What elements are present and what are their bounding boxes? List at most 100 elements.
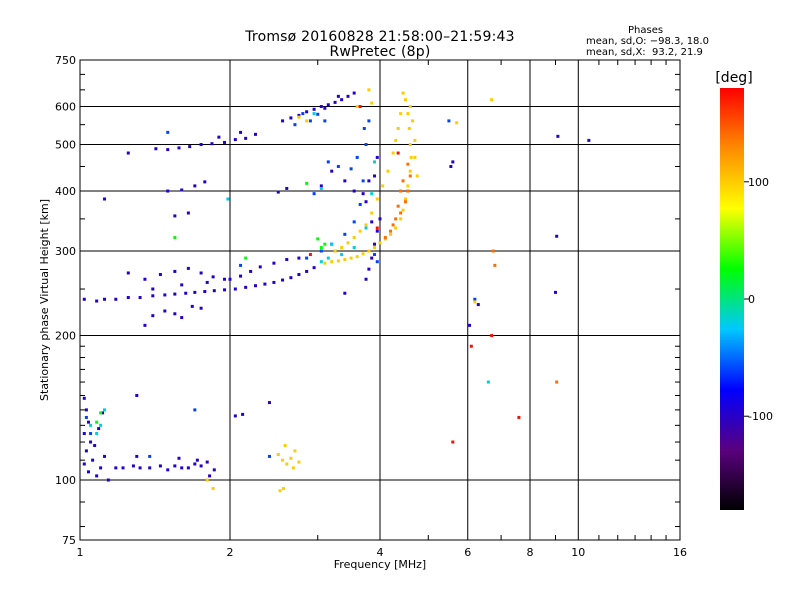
data-point <box>308 119 312 123</box>
data-point <box>126 296 130 300</box>
data-point <box>555 380 559 384</box>
data-point <box>343 232 347 236</box>
colorbar-label: [deg] <box>715 70 752 86</box>
data-point <box>553 290 557 294</box>
data-point <box>126 151 130 155</box>
data-point <box>386 169 390 173</box>
data-point <box>281 278 285 282</box>
data-point <box>346 94 350 98</box>
data-point <box>195 458 199 462</box>
data-point <box>173 269 177 273</box>
data-point <box>180 188 184 192</box>
data-point <box>180 466 184 470</box>
data-point <box>352 91 356 95</box>
data-point <box>239 274 243 278</box>
data-point <box>367 249 371 253</box>
data-point <box>272 261 276 265</box>
chart-title: Tromsø 20160828 21:58:00–21:59:43 <box>245 29 515 45</box>
data-point <box>367 119 371 123</box>
data-point <box>186 211 190 215</box>
data-point <box>326 160 330 164</box>
data-point <box>199 271 203 275</box>
data-point <box>97 427 101 431</box>
data-point <box>411 119 415 123</box>
y-tick-label: 600 <box>55 101 76 114</box>
data-point <box>203 180 207 184</box>
data-point <box>555 234 559 238</box>
data-point <box>95 474 99 478</box>
data-point <box>319 246 323 250</box>
data-point <box>370 211 374 215</box>
data-point <box>82 432 86 436</box>
data-point <box>517 415 521 419</box>
x-tick-label: 10 <box>571 546 585 559</box>
data-point <box>364 226 368 230</box>
data-point <box>135 394 139 398</box>
data-point <box>396 151 400 155</box>
data-point <box>103 197 107 201</box>
data-point <box>263 282 267 286</box>
phase-colorbar: [deg] 100 0 -100 <box>715 70 773 510</box>
data-point <box>323 119 327 123</box>
data-point <box>375 197 379 201</box>
data-point <box>394 138 398 142</box>
data-point <box>352 220 356 224</box>
data-point <box>378 217 382 221</box>
data-point <box>258 265 262 269</box>
data-point <box>389 232 393 236</box>
data-point <box>330 169 334 173</box>
data-point <box>212 468 216 472</box>
data-point <box>82 297 86 301</box>
data-point <box>278 489 282 493</box>
data-point <box>367 88 371 92</box>
data-point <box>451 440 455 444</box>
data-point <box>491 249 495 253</box>
data-point <box>370 256 374 260</box>
data-point <box>316 112 320 116</box>
phase-heading: Phases <box>628 25 664 36</box>
data-point <box>473 300 477 304</box>
data-point <box>223 288 227 292</box>
data-point <box>312 266 316 270</box>
data-point <box>86 470 90 474</box>
data-point <box>241 412 245 416</box>
data-point <box>173 312 177 316</box>
data-point <box>323 261 327 265</box>
data-point <box>173 214 177 218</box>
data-point <box>406 189 410 193</box>
data-point <box>323 106 327 110</box>
data-point <box>406 184 410 188</box>
data-point <box>180 283 184 287</box>
data-point <box>349 167 353 171</box>
data-point <box>148 454 152 458</box>
data-point <box>396 126 400 130</box>
y-axis-label: Stationary phase Virtual Height [km] <box>38 199 51 401</box>
data-point <box>373 253 377 257</box>
data-point <box>358 229 362 233</box>
data-point <box>370 101 374 105</box>
data-point <box>239 263 243 267</box>
data-point <box>340 253 344 257</box>
data-point <box>403 200 407 204</box>
data-point <box>401 91 405 95</box>
data-point <box>186 466 190 470</box>
data-point <box>103 408 107 412</box>
data-point <box>336 164 340 168</box>
data-point <box>86 420 90 424</box>
data-point <box>401 179 405 183</box>
data-point <box>99 466 103 470</box>
data-point <box>114 297 118 301</box>
data-point <box>82 396 86 400</box>
x-tick-label: 4 <box>377 546 384 559</box>
data-point <box>91 458 95 462</box>
data-point <box>285 462 289 466</box>
data-point <box>449 164 453 168</box>
data-point <box>378 241 382 245</box>
data-point <box>186 266 190 270</box>
data-point <box>173 236 177 240</box>
data-point <box>151 314 155 318</box>
data-point <box>361 252 365 256</box>
data-point <box>326 103 330 107</box>
data-point <box>89 423 93 427</box>
data-point <box>373 174 377 178</box>
